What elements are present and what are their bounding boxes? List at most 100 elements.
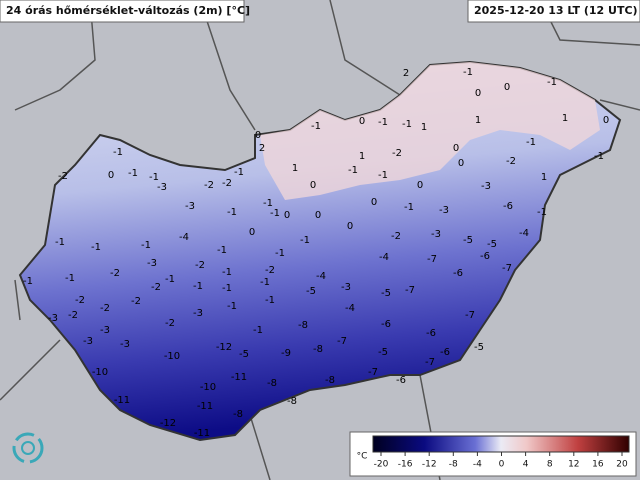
station-value: -5	[463, 235, 473, 246]
station-value: -7	[465, 310, 475, 321]
station-value: -3	[100, 325, 110, 336]
station-value: -4	[179, 232, 189, 243]
station-value: -7	[427, 254, 437, 265]
station-value: -2	[68, 310, 78, 321]
station-value: 1	[475, 115, 481, 126]
station-value: 1	[541, 172, 547, 183]
colorbar-label: -20	[374, 460, 389, 470]
station-value: -1	[547, 77, 557, 88]
station-value: -6	[503, 201, 513, 212]
station-value: -5	[378, 347, 388, 358]
station-value: -1	[311, 121, 321, 132]
station-value: -8	[325, 375, 335, 386]
station-value: -1	[260, 277, 270, 288]
colorbar-label: 0	[499, 460, 505, 470]
station-value: -1	[227, 301, 237, 312]
station-value: -2	[391, 231, 401, 242]
station-value: -2	[204, 180, 214, 191]
station-value: -1	[463, 67, 473, 78]
station-value: 0	[347, 221, 353, 232]
station-value: -1	[113, 147, 123, 158]
station-value: 2	[259, 143, 265, 154]
station-value: -6	[426, 328, 436, 339]
colorbar-label: 8	[547, 460, 553, 470]
station-value: -1	[253, 325, 263, 336]
station-value: -1	[526, 137, 536, 148]
station-value: -1	[165, 274, 175, 285]
station-value: -4	[316, 271, 326, 282]
station-value: -6	[453, 268, 463, 279]
station-value: 1	[292, 163, 298, 174]
station-value: -8	[233, 409, 243, 420]
station-value: -5	[487, 239, 497, 250]
station-value: -10	[92, 367, 108, 378]
station-value: -1	[378, 117, 388, 128]
station-value: -3	[83, 336, 93, 347]
station-value: -2	[110, 268, 120, 279]
colorbar-label: -8	[449, 460, 458, 470]
station-value: 1	[359, 151, 365, 162]
station-value: -1	[348, 165, 358, 176]
station-value: -1	[193, 281, 203, 292]
title: 24 órás hőmérséklet-változás (2m) [°C]	[6, 4, 250, 17]
station-value: -1	[404, 202, 414, 213]
station-value: -11	[231, 372, 247, 383]
station-value: -11	[114, 395, 130, 406]
station-value: -3	[48, 313, 58, 324]
station-value: -1	[402, 119, 412, 130]
station-value: -1	[537, 207, 547, 218]
station-value: -9	[281, 348, 291, 359]
colorbar-label: 16	[592, 460, 604, 470]
station-value: -5	[306, 286, 316, 297]
station-value: -1	[65, 273, 75, 284]
time-box	[467, 0, 640, 23]
station-value: -5	[239, 349, 249, 360]
station-value: 2	[403, 68, 409, 79]
station-value: -3	[185, 201, 195, 212]
station-value: -12	[160, 418, 176, 429]
title-box	[0, 0, 245, 23]
station-value: -7	[337, 336, 347, 347]
station-value: -11	[194, 428, 210, 439]
station-value: -7	[405, 285, 415, 296]
station-value: 0	[504, 82, 510, 93]
station-value: -2	[100, 303, 110, 314]
station-value: -1	[378, 170, 388, 181]
station-value: -4	[379, 252, 389, 263]
station-value: -1	[300, 235, 310, 246]
colorbar: °C -20 -16 -12 -8 -4 0 4 8 12 16 20	[349, 431, 637, 477]
station-value: -8	[267, 378, 277, 389]
station-value: -1	[23, 276, 33, 287]
station-value: -1	[217, 245, 227, 256]
station-value: -1	[55, 237, 65, 248]
station-value: 0	[371, 197, 377, 208]
station-value: -2	[195, 260, 205, 271]
station-value: -5	[474, 342, 484, 353]
station-value: -11	[197, 401, 213, 412]
station-value: 0	[315, 210, 321, 221]
station-value: 0	[284, 210, 290, 221]
station-value: -2	[151, 282, 161, 293]
station-value: -1	[91, 242, 101, 253]
station-value: -10	[164, 351, 180, 362]
station-value: 0	[108, 170, 114, 181]
station-value: -12	[216, 342, 232, 353]
station-value: -6	[381, 319, 391, 330]
station-value: 0	[475, 88, 481, 99]
station-value: -10	[200, 382, 216, 393]
station-value: -8	[298, 320, 308, 331]
station-value: 1	[421, 122, 427, 133]
station-value: -2	[506, 156, 516, 167]
station-value: -1	[263, 198, 273, 209]
station-value: 1	[562, 113, 568, 124]
station-value: -2	[131, 296, 141, 307]
station-value: -2	[58, 171, 68, 182]
colorbar-label: -4	[473, 460, 482, 470]
station-value: -1	[128, 168, 138, 179]
warming-zone	[260, 62, 600, 200]
station-value: -3	[341, 282, 351, 293]
station-value: -3	[193, 308, 203, 319]
